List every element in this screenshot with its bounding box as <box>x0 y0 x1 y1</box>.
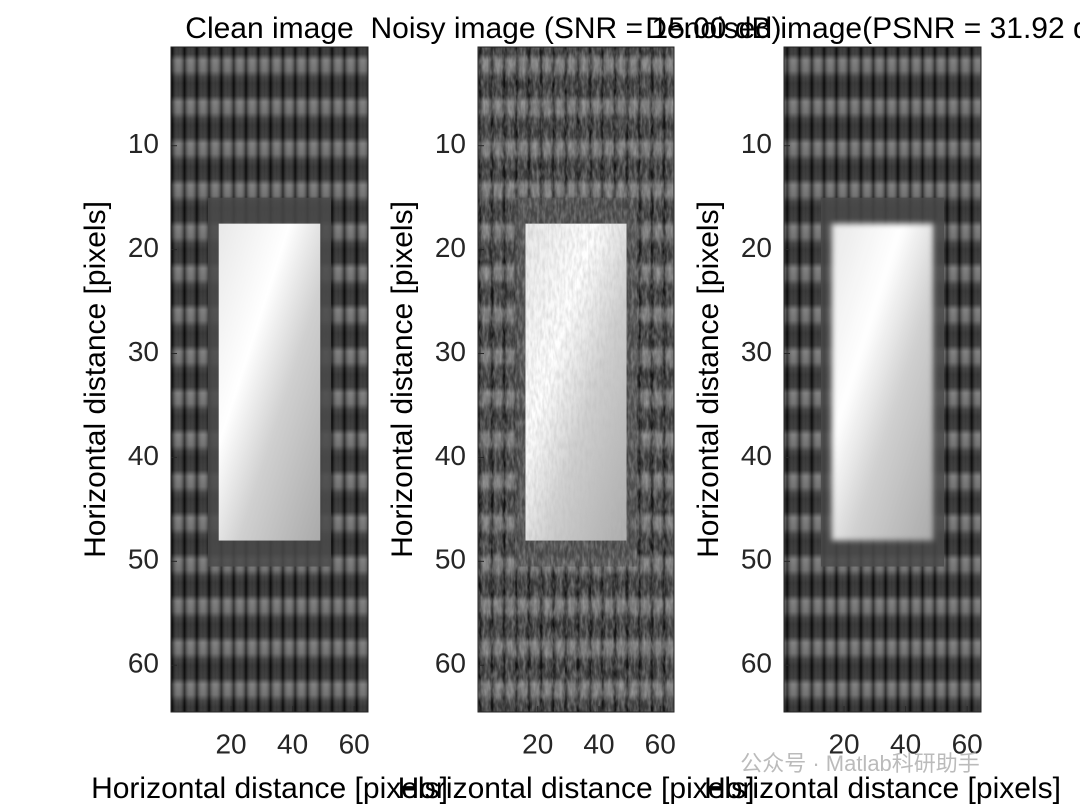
axes-box <box>477 46 675 713</box>
x-axis-label: Horizontal distance [pixels] <box>91 772 448 805</box>
y-tick-label: 40 <box>435 440 466 471</box>
y-tick-label: 60 <box>128 648 159 679</box>
y-tick-label: 30 <box>128 336 159 367</box>
y-tick-label: 30 <box>741 336 772 367</box>
y-tick-label: 50 <box>741 544 772 575</box>
axes-box <box>170 46 369 713</box>
y-tick-label: 20 <box>435 232 466 263</box>
x-tick-label: 20 <box>215 728 246 759</box>
x-tick-label: 60 <box>952 728 983 759</box>
y-tick-label: 40 <box>741 440 772 471</box>
axes-box <box>783 46 982 713</box>
x-tick-label: 40 <box>277 728 308 759</box>
y-axis-label: Horizontal distance [pixels] <box>79 201 112 558</box>
axes-title: Noisy image (SNR = 15.00 dB) <box>370 12 781 45</box>
y-axis-label: Horizontal distance [pixels] <box>386 201 419 558</box>
x-tick-label: 20 <box>828 728 859 759</box>
noise <box>478 47 674 712</box>
x-tick-label: 40 <box>583 728 614 759</box>
y-tick-label: 20 <box>741 232 772 263</box>
y-tick-label: 10 <box>435 128 466 159</box>
x-tick-label: 20 <box>522 728 553 759</box>
x-tick-label: 40 <box>890 728 921 759</box>
y-tick-label: 30 <box>435 336 466 367</box>
y-tick-label: 50 <box>435 544 466 575</box>
image: 20 40 60 10 20 30 40 50 60 Clean image Horizontal … <box>79 12 448 805</box>
image: 20 40 60 10 20 30 40 50 60 Denoised image(PSNR = … <box>645 12 1080 805</box>
axes-title: Denoised image(PSNR = 31.92 dB) <box>645 12 1080 45</box>
axes-title: Clean image <box>185 12 353 45</box>
y-tick-label: 20 <box>128 232 159 263</box>
x-tick-label: 60 <box>339 728 370 759</box>
image: 20 40 60 10 20 30 40 50 60 Noisy image (SNR = 15.… <box>370 12 781 805</box>
y-axis-label: Horizontal distance [pixels] <box>692 201 725 558</box>
x-axis-label: Horizontal distance [pixels] <box>398 772 755 805</box>
x-axis-label: Horizontal distance [pixels] <box>704 772 1061 805</box>
y-tick-label: 60 <box>435 648 466 679</box>
y-tick-label: 60 <box>741 648 772 679</box>
y-tick-label: 10 <box>128 128 159 159</box>
y-tick-label: 50 <box>128 544 159 575</box>
y-tick-label: 10 <box>741 128 772 159</box>
watermark: 公众号 · Matlab科研助手 <box>740 751 980 776</box>
object <box>831 223 934 541</box>
object <box>218 223 321 541</box>
x-tick-label: 60 <box>645 728 676 759</box>
y-tick-label: 40 <box>128 440 159 471</box>
